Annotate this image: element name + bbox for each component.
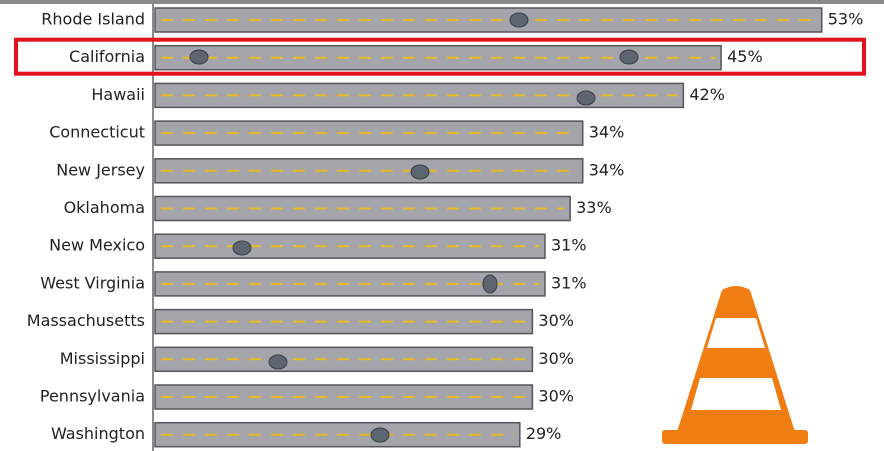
car: [576, 90, 596, 106]
value-label: 45%: [727, 47, 763, 66]
category-label: Hawaii: [91, 85, 145, 104]
category-label: New Mexico: [49, 236, 145, 255]
category-label: Connecticut: [49, 123, 145, 142]
value-label: 34%: [589, 160, 625, 179]
car: [410, 164, 430, 180]
cone-base: [662, 430, 808, 444]
value-label: 33%: [576, 198, 612, 217]
value-label: 31%: [551, 236, 587, 255]
value-label: 29%: [526, 424, 562, 443]
car: [268, 354, 288, 370]
bar: [154, 233, 546, 259]
car: [482, 274, 498, 294]
value-label: 42%: [689, 85, 725, 104]
category-label: Washington: [51, 424, 145, 443]
category-label: Rhode Island: [41, 10, 145, 29]
car: [370, 427, 390, 443]
value-label: 53%: [828, 10, 864, 29]
highlight-box: [14, 37, 866, 76]
car: [189, 49, 209, 65]
category-label: Oklahoma: [64, 198, 145, 217]
category-label: Pennsylvania: [40, 387, 145, 406]
cars: [189, 12, 639, 443]
value-label: 30%: [538, 349, 574, 368]
cone-stripe: [707, 318, 765, 348]
category-label: West Virginia: [40, 273, 145, 292]
category-label: Mississippi: [60, 349, 145, 368]
category-label: New Jersey: [56, 160, 145, 179]
value-label: 34%: [589, 123, 625, 142]
cone-body: [677, 286, 795, 432]
top-edge: [0, 0, 884, 4]
value-label: 30%: [538, 311, 574, 330]
bar: [154, 7, 823, 33]
car: [232, 240, 252, 256]
category-label: Massachusetts: [27, 311, 145, 330]
car: [619, 49, 639, 65]
value-label: 31%: [551, 273, 587, 292]
car: [509, 12, 529, 28]
traffic-cone: [662, 286, 808, 444]
value-label: 30%: [538, 387, 574, 406]
category-label: California: [69, 47, 145, 66]
cone-stripe: [691, 378, 781, 410]
bar: [154, 82, 685, 109]
